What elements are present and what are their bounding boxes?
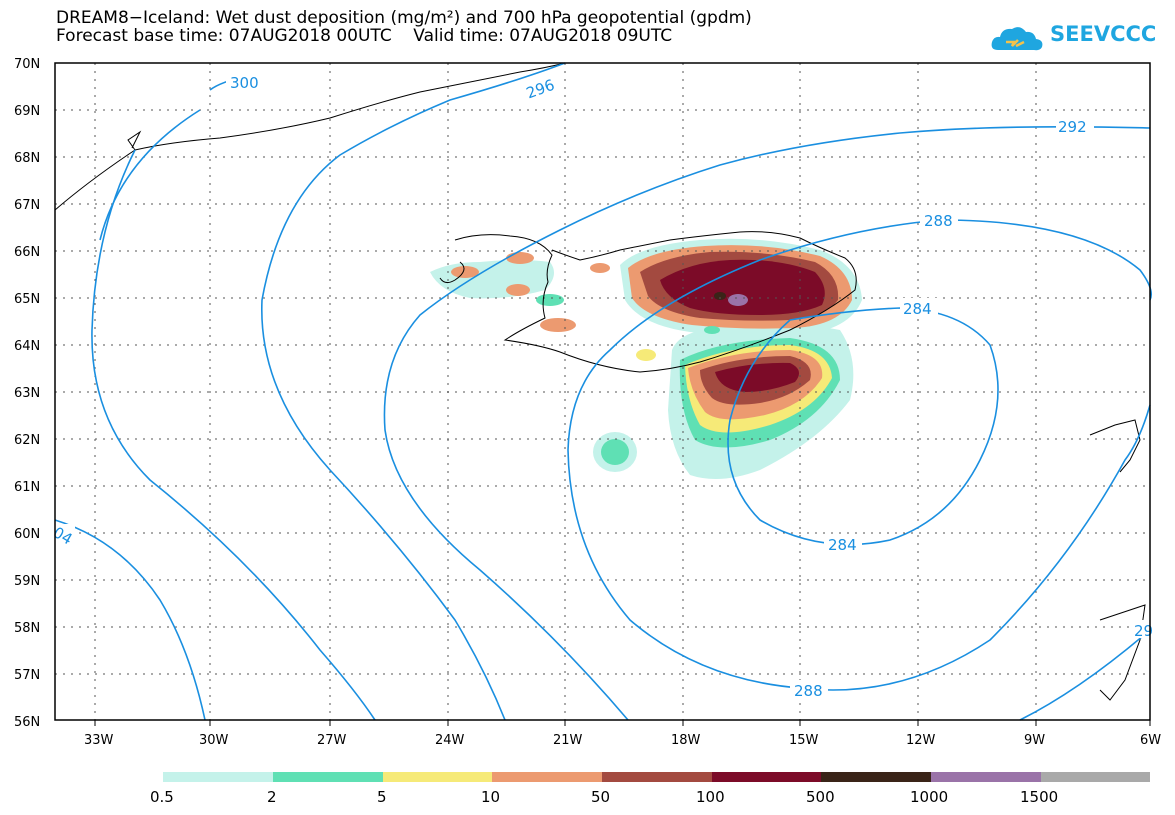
geopotential-contours	[54, 62, 1153, 721]
lat-label: 56N	[14, 715, 40, 730]
lon-label: 33W	[84, 733, 114, 748]
legend-label: 500	[806, 788, 835, 806]
legend-swatch-3	[492, 772, 602, 782]
map-title: DREAM8−Iceland: Wet dust deposition (mg/…	[56, 8, 752, 28]
lat-label: 60N	[14, 527, 40, 542]
legend-swatch-6	[821, 772, 931, 782]
lon-label: 9W	[1024, 733, 1045, 748]
tick-marks	[94, 720, 1151, 726]
legend-swatch-0	[163, 772, 273, 782]
lat-label: 61N	[14, 480, 40, 495]
legend-swatch-7	[931, 772, 1041, 782]
legend-label: 50	[591, 788, 610, 806]
lat-label: 68N	[14, 151, 40, 166]
lon-label: 27W	[317, 733, 347, 748]
lat-label: 64N	[14, 339, 40, 354]
legend-swatch-2	[383, 772, 492, 782]
coastlines	[54, 62, 1146, 701]
contour-label-284-north: 284	[903, 300, 932, 318]
cloud-icon	[991, 27, 1043, 51]
lat-label: 69N	[14, 104, 40, 119]
contour-label-300: 300	[230, 74, 259, 92]
lat-label: 70N	[14, 57, 40, 72]
contour-label-284-south: 284	[828, 536, 857, 554]
lat-label: 58N	[14, 621, 40, 636]
seevccc-logo	[991, 27, 1043, 51]
graticule	[55, 63, 1150, 720]
lon-label: 15W	[789, 733, 819, 748]
contour-label-288-bottom: 288	[794, 682, 823, 700]
contour-label-292: 292	[1058, 118, 1087, 136]
lon-label: 21W	[553, 733, 583, 748]
lat-label: 62N	[14, 433, 40, 448]
legend-label: 1000	[910, 788, 948, 806]
lat-label: 57N	[14, 668, 40, 683]
lon-label: 24W	[435, 733, 465, 748]
legend-label: 2	[267, 788, 277, 806]
legend-label: 10	[481, 788, 500, 806]
longitude-labels: 33W 30W 27W 24W 21W 18W 15W 12W 9W 6W	[84, 733, 1161, 748]
map-frame	[54, 62, 1151, 721]
dust-deposition-field	[430, 238, 862, 479]
contour-labels: 300 296 292 288 284 284 288 04 29	[50, 70, 1153, 700]
legend-swatch-1	[273, 772, 383, 782]
forecast-time-line: Forecast base time: 07AUG2018 00UTC Vali…	[56, 26, 673, 46]
lon-label: 12W	[906, 733, 936, 748]
contour-label-292-east: 29	[1134, 622, 1153, 640]
lon-label: 6W	[1140, 733, 1161, 748]
legend-swatch-8	[1041, 772, 1150, 782]
lon-label: 18W	[671, 733, 701, 748]
legend-label: 1500	[1020, 788, 1058, 806]
legend-label: 0.5	[150, 788, 174, 806]
legend-swatch-4	[602, 772, 712, 782]
lon-label: 30W	[199, 733, 229, 748]
latitude-labels: 70N 69N 68N 67N 66N 65N 64N 63N 62N 61N …	[14, 57, 40, 730]
legend-label: 100	[696, 788, 725, 806]
legend-label: 5	[377, 788, 387, 806]
lat-label: 59N	[14, 574, 40, 589]
legend-swatch-5	[712, 772, 821, 782]
logo-text: SEEVCCC	[1050, 22, 1157, 46]
lat-label: 66N	[14, 245, 40, 260]
contour-label-288-top: 288	[924, 212, 953, 230]
lat-label: 63N	[14, 386, 40, 401]
lat-label: 65N	[14, 292, 40, 307]
lat-label: 67N	[14, 198, 40, 213]
color-legend: 0.5 2 5 10 50 100 500 1000 1500	[150, 772, 1150, 806]
